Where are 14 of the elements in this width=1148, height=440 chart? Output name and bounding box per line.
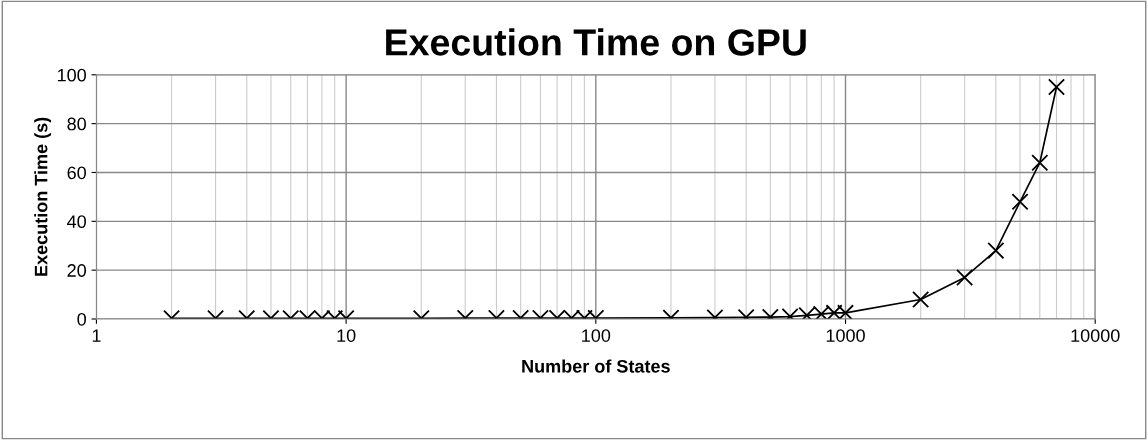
- y-tick-label: 20: [67, 264, 87, 277]
- y-axis-title: Execution Time (s): [34, 117, 52, 276]
- x-tick-label: 10000: [1071, 329, 1120, 342]
- x-tick-label: 100: [582, 329, 611, 342]
- y-tick-label: 100: [57, 68, 87, 82]
- x-axis-title: Number of States: [522, 359, 670, 373]
- x-tick-label: 1000: [826, 329, 865, 342]
- x-tick-label: 1: [92, 329, 101, 342]
- y-tick-label: 60: [67, 166, 87, 180]
- chart-title: Execution Time on GPU: [386, 28, 806, 56]
- x-tick-label: 10: [337, 329, 356, 342]
- y-tick-label: 40: [67, 215, 87, 229]
- y-tick-label: 80: [67, 117, 87, 131]
- y-tick-label: 0: [77, 312, 86, 326]
